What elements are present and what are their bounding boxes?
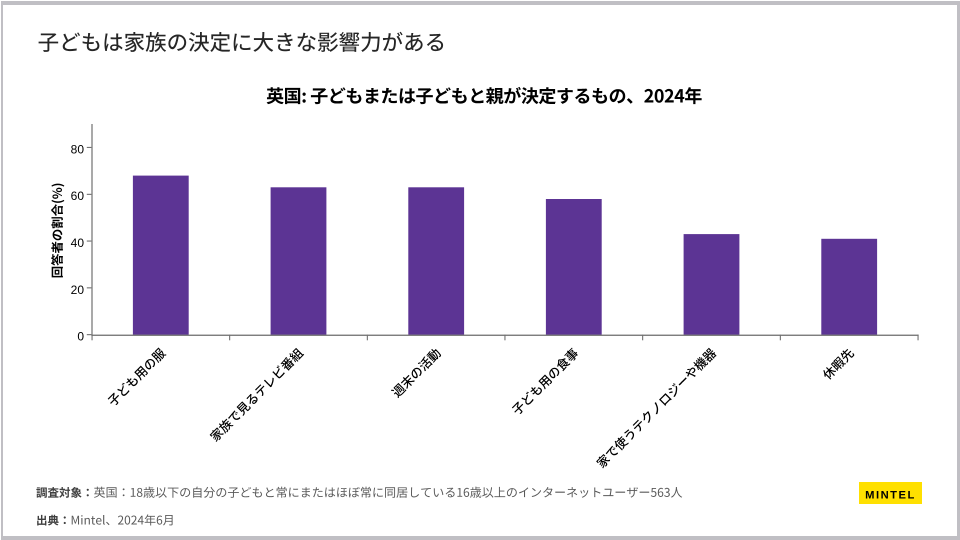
svg-text:0: 0 [77, 330, 84, 344]
svg-text:40: 40 [71, 236, 85, 250]
svg-text:80: 80 [71, 142, 85, 156]
svg-text:MINTEL: MINTEL [865, 489, 916, 501]
svg-text:60: 60 [71, 189, 85, 203]
svg-text:20: 20 [71, 283, 85, 297]
